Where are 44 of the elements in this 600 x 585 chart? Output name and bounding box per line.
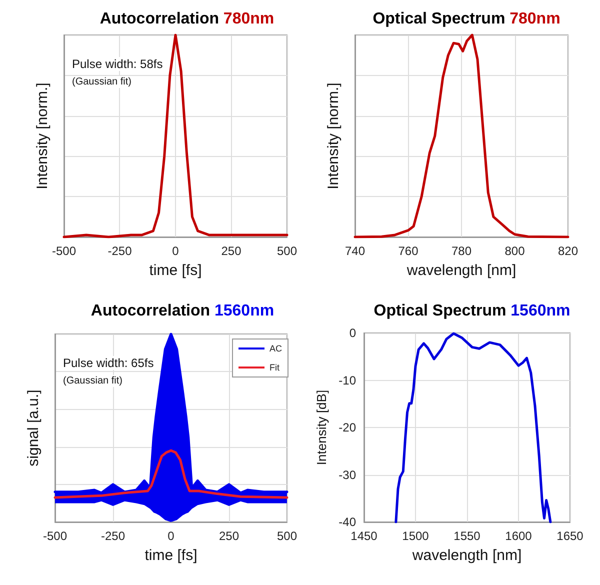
y-tick-label: -10 bbox=[338, 373, 356, 388]
x-tick-label: 820 bbox=[558, 244, 578, 258]
y-tick-label: -20 bbox=[338, 420, 356, 434]
x-tick-label: 1450 bbox=[350, 529, 378, 543]
x-axis-title: wavelength [nm] bbox=[406, 262, 516, 279]
x-tick-label: 1600 bbox=[505, 529, 532, 543]
x-axis-title: wavelength [nm] bbox=[411, 547, 522, 564]
x-tick-label: 0 bbox=[172, 244, 180, 258]
x-tick-label: 250 bbox=[221, 244, 242, 258]
chart-title: Optical Spectrum 780nm bbox=[372, 10, 560, 28]
annotation: (Gaussian fit) bbox=[63, 376, 122, 386]
chart-title: Optical Spectrum 1560nm bbox=[374, 302, 570, 320]
y-tick-label: -30 bbox=[338, 468, 356, 482]
y-tick-label: -40 bbox=[338, 515, 356, 529]
x-tick-label: 780 bbox=[451, 244, 472, 258]
y-axis-title: Intensity [norm.] bbox=[325, 82, 342, 190]
x-tick-label: -500 bbox=[52, 244, 76, 258]
x-tick-label: 800 bbox=[504, 244, 526, 258]
y-tick-label: 0 bbox=[349, 326, 356, 340]
line-series bbox=[394, 332, 552, 524]
x-tick-label: -250 bbox=[108, 244, 132, 258]
y-axis-title: signal [a.u.] bbox=[25, 390, 42, 466]
x-tick-label: 1650 bbox=[556, 529, 584, 543]
y-axis-title: Intensity [dB] bbox=[314, 390, 329, 466]
x-axis-title: time [fs] bbox=[149, 262, 202, 279]
x-tick-label: -500 bbox=[42, 529, 68, 543]
legend-label: Fit bbox=[270, 362, 280, 372]
x-tick-label: -250 bbox=[100, 529, 126, 543]
legend-label: AC bbox=[270, 344, 282, 354]
annotation: Pulse width: 58fs bbox=[72, 57, 163, 71]
x-tick-label: 250 bbox=[218, 529, 240, 543]
x-tick-label: 0 bbox=[168, 529, 175, 543]
x-tick-label: 760 bbox=[398, 244, 419, 258]
chart-title: Autocorrelation 780nm bbox=[100, 10, 274, 28]
x-tick-label: 1550 bbox=[454, 529, 481, 543]
chart-title: Autocorrelation 1560nm bbox=[90, 302, 274, 320]
y-axis-title: Intensity [norm.] bbox=[34, 82, 51, 190]
x-tick-label: 500 bbox=[276, 244, 298, 258]
x-tick-label: 500 bbox=[276, 529, 298, 543]
annotation: Pulse width: 65fs bbox=[63, 356, 154, 370]
annotation: (Gaussian fit) bbox=[72, 76, 132, 88]
x-axis-title: time [fs] bbox=[144, 547, 198, 564]
x-tick-label: 740 bbox=[344, 244, 366, 258]
x-tick-label: 1500 bbox=[402, 529, 430, 543]
